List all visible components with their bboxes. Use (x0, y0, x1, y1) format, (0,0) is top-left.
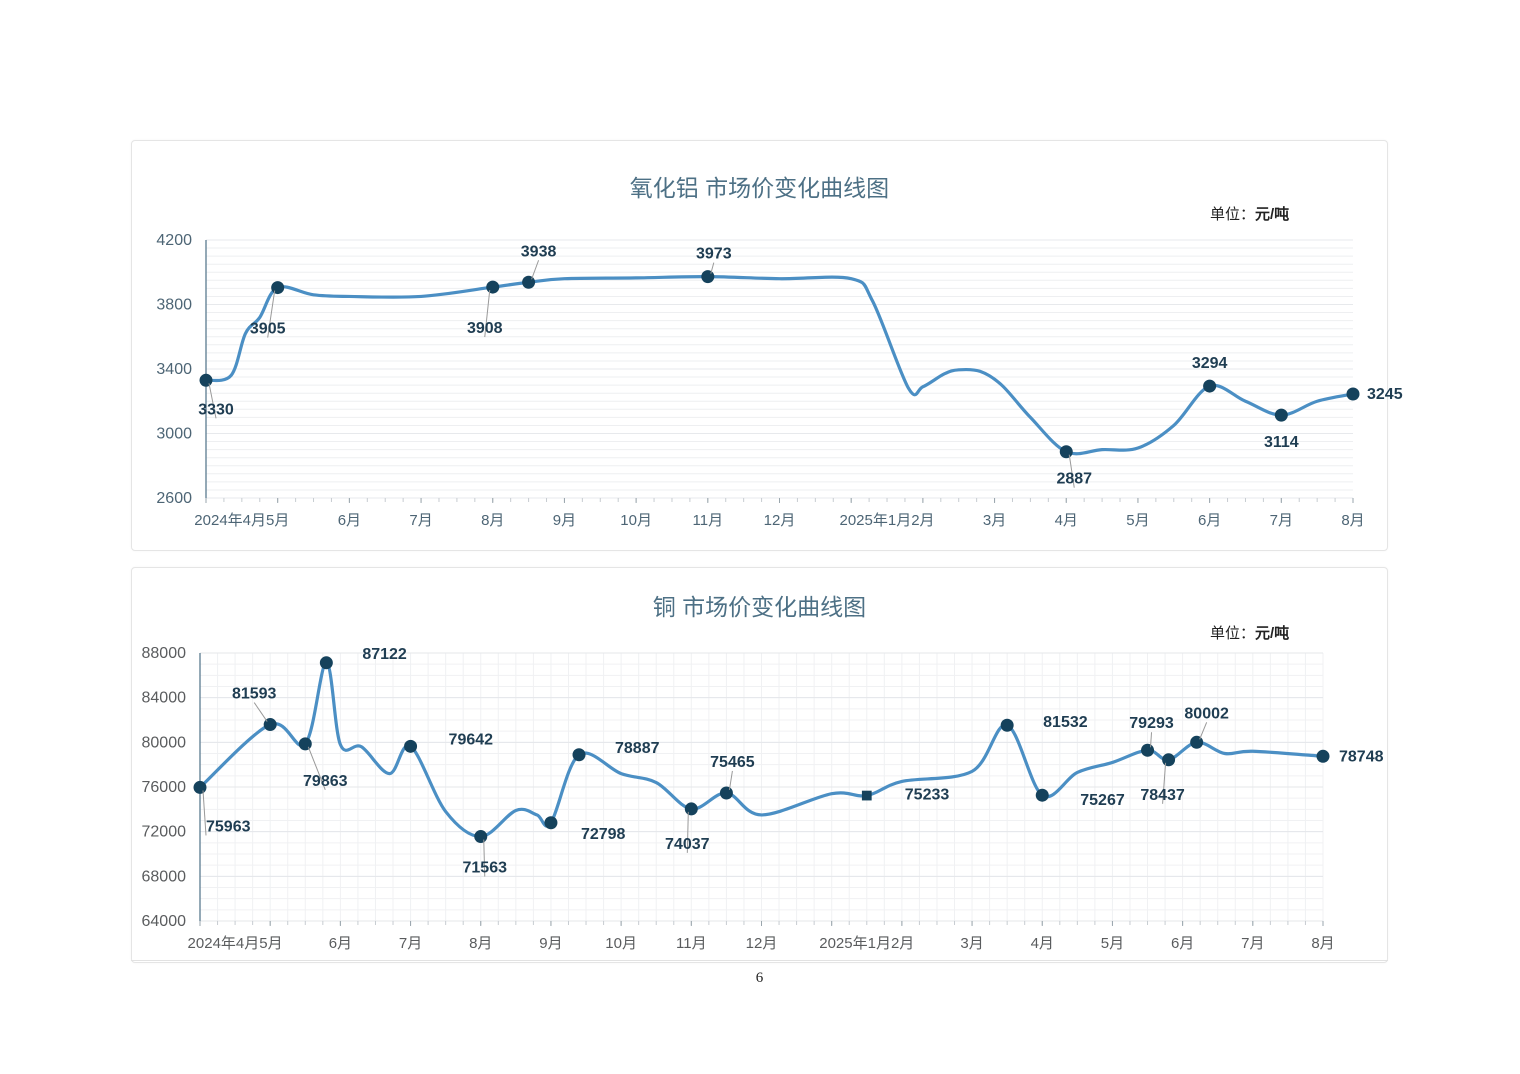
svg-text:3月: 3月 (960, 935, 983, 952)
svg-text:80002: 80002 (1184, 705, 1229, 722)
svg-text:12月: 12月 (764, 512, 796, 529)
svg-text:3294: 3294 (1192, 355, 1228, 372)
svg-text:64000: 64000 (142, 913, 187, 930)
svg-text:78437: 78437 (1140, 787, 1185, 804)
svg-text:80000: 80000 (142, 734, 187, 751)
svg-text:71563: 71563 (463, 860, 508, 877)
svg-text:79293: 79293 (1129, 715, 1174, 732)
svg-text:81532: 81532 (1043, 714, 1088, 731)
svg-text:3330: 3330 (198, 401, 234, 418)
svg-text:4月: 4月 (1031, 935, 1054, 952)
svg-text:3973: 3973 (696, 246, 732, 263)
svg-text:3908: 3908 (467, 320, 503, 337)
svg-text:5月: 5月 (1126, 512, 1149, 529)
svg-text:8月: 8月 (469, 935, 492, 952)
svg-text:87122: 87122 (362, 646, 407, 663)
svg-text:9月: 9月 (553, 512, 576, 529)
svg-text:5月: 5月 (1101, 935, 1124, 952)
svg-text:2025年1月2月: 2025年1月2月 (819, 935, 914, 952)
svg-text:8月: 8月 (1311, 935, 1334, 952)
svg-text:3000: 3000 (156, 426, 192, 443)
svg-text:76000: 76000 (142, 779, 187, 796)
svg-text:11月: 11月 (676, 935, 707, 952)
svg-text:2025年1月2月: 2025年1月2月 (839, 512, 934, 529)
svg-text:9月: 9月 (539, 935, 562, 952)
svg-text:7月: 7月 (409, 512, 432, 529)
svg-text:8月: 8月 (481, 512, 504, 529)
svg-text:75267: 75267 (1080, 792, 1125, 809)
svg-text:6月: 6月 (1198, 512, 1221, 529)
svg-text:2024年4月5月: 2024年4月5月 (194, 512, 289, 529)
svg-text:4200: 4200 (156, 232, 192, 249)
svg-text:88000: 88000 (142, 645, 187, 662)
svg-text:7月: 7月 (1270, 512, 1293, 529)
svg-text:79863: 79863 (303, 773, 348, 790)
svg-text:75233: 75233 (905, 787, 950, 804)
svg-text:11月: 11月 (693, 512, 724, 529)
svg-text:78748: 78748 (1339, 748, 1384, 765)
svg-text:72798: 72798 (581, 826, 626, 843)
svg-text:68000: 68000 (142, 868, 187, 885)
svg-text:7月: 7月 (1241, 935, 1264, 952)
svg-text:10月: 10月 (605, 935, 637, 952)
svg-text:75963: 75963 (206, 818, 251, 835)
svg-text:72000: 72000 (142, 824, 187, 841)
svg-text:2024年4月5月: 2024年4月5月 (188, 935, 283, 952)
svg-text:3800: 3800 (156, 297, 192, 314)
svg-text:4月: 4月 (1055, 512, 1078, 529)
svg-text:3114: 3114 (1264, 434, 1299, 451)
svg-text:78887: 78887 (615, 740, 660, 757)
svg-text:6月: 6月 (1171, 935, 1194, 952)
svg-text:3905: 3905 (250, 321, 286, 338)
svg-text:8月: 8月 (1341, 512, 1364, 529)
svg-text:84000: 84000 (142, 690, 187, 707)
svg-text:81593: 81593 (232, 686, 277, 703)
svg-text:3245: 3245 (1367, 386, 1403, 403)
svg-text:2600: 2600 (156, 490, 192, 507)
svg-text:12月: 12月 (746, 935, 778, 952)
svg-text:10月: 10月 (620, 512, 652, 529)
svg-text:2887: 2887 (1056, 471, 1092, 488)
svg-text:3938: 3938 (521, 243, 557, 260)
svg-text:75465: 75465 (710, 754, 755, 771)
svg-text:6月: 6月 (338, 512, 361, 529)
svg-text:6月: 6月 (329, 935, 352, 952)
svg-text:74037: 74037 (665, 836, 710, 853)
svg-text:7月: 7月 (399, 935, 422, 952)
svg-text:3月: 3月 (983, 512, 1006, 529)
svg-text:79642: 79642 (449, 731, 494, 748)
svg-text:3400: 3400 (156, 361, 192, 378)
